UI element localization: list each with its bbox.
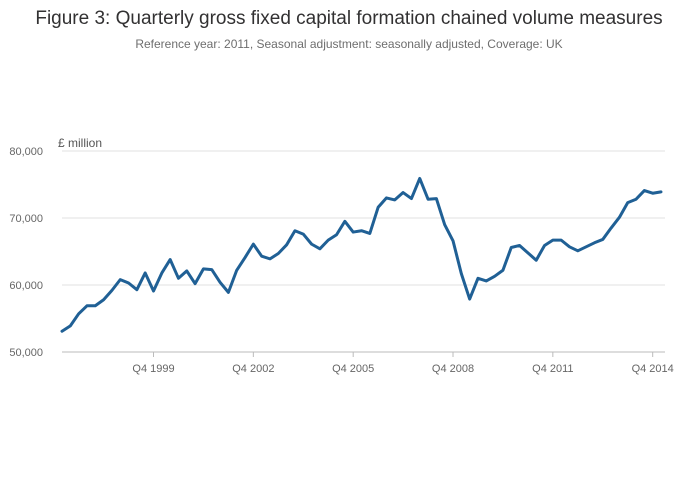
data-point [367,231,372,236]
y-tick-label: 50,000 [9,347,43,359]
data-point [184,268,189,273]
x-tick-label: Q4 2014 [632,363,674,375]
data-point [143,270,148,275]
data-point [492,274,497,279]
data-point [276,251,281,256]
data-point [342,219,347,224]
data-point [525,250,530,255]
data-point [417,176,422,181]
data-point [259,254,264,259]
data-point [226,290,231,295]
data-point [84,303,89,308]
data-point [634,197,639,202]
data-point [118,277,123,282]
data-point [209,267,214,272]
data-point [76,311,81,316]
data-point [617,215,622,220]
data-point [559,238,564,243]
x-tick-label: Q4 2008 [432,363,474,375]
data-point [60,329,65,334]
data-point [351,230,356,235]
data-point [101,297,106,302]
data-point [659,189,664,194]
data-point [243,255,248,260]
data-point [193,281,198,286]
data-point [176,276,181,281]
data-point [459,271,464,276]
data-point [401,190,406,195]
data-point [609,226,614,231]
data-point [484,278,489,283]
data-point [550,238,555,243]
data-point [575,248,580,253]
data-point [326,238,331,243]
data-point [284,242,289,247]
data-point [267,256,272,261]
data-point [359,228,364,233]
data-point [434,196,439,201]
data-point [151,289,156,294]
data-point [201,266,206,271]
x-tick-label: Q4 1999 [132,363,174,375]
data-point [301,232,306,237]
data-point [384,195,389,200]
y-axis-ticks: 50,000 60,000 70,000 80,000 [9,146,43,359]
series-group [60,176,664,334]
data-point [93,303,98,308]
y-tick-label: 80,000 [9,146,43,158]
data-point [642,188,647,193]
data-point [251,242,256,247]
data-point [309,242,314,247]
data-point [509,245,514,250]
y-tick-label: 70,000 [9,213,43,225]
x-axis-ticks: Q4 1999 Q4 2002 Q4 2005 Q4 2008 Q4 2011 Q4 20… [132,352,674,375]
data-point [392,197,397,202]
chart-title: Figure 3: Quarterly gross fixed capital … [35,8,662,29]
data-point [467,297,472,302]
data-point [500,268,505,273]
data-point [542,243,547,248]
data-point [600,237,605,242]
data-point [168,257,173,262]
data-point [317,246,322,251]
data-point [334,232,339,237]
data-point [109,288,114,293]
data-point [451,238,456,243]
data-point [234,268,239,273]
y-tick-label: 60,000 [9,280,43,292]
data-point [650,191,655,196]
data-point [126,280,131,285]
x-tick-label: Q4 2002 [232,363,274,375]
data-point [517,243,522,248]
data-point [409,196,414,201]
data-point [292,228,297,233]
data-point [534,258,539,263]
data-point [68,323,73,328]
series-line-gfcf [60,176,663,333]
grid-lines [62,150,665,286]
data-point [442,222,447,227]
data-point [625,200,630,205]
x-tick-label: Q4 2005 [332,363,374,375]
data-point [426,197,431,202]
data-point [592,240,597,245]
data-point [376,205,381,210]
y-axis-unit-label: £ million [58,136,102,150]
x-tick-label: Q4 2011 [532,363,573,375]
data-point [134,287,139,292]
chart-subtitle: Reference year: 2011, Seasonal adjustmen… [135,37,562,51]
data-point [567,244,572,249]
data-point [159,270,164,275]
data-point [475,276,480,281]
data-point [218,280,223,285]
data-point [584,244,589,249]
